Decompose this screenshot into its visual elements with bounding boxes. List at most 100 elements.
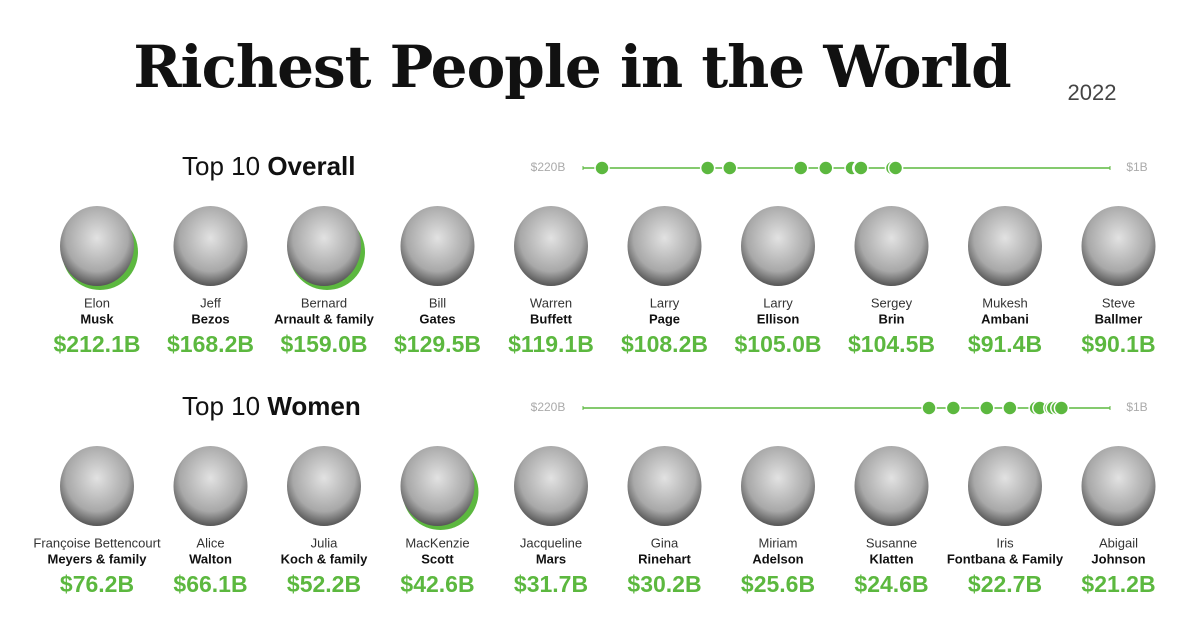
net-worth: $52.2B [287, 571, 361, 597]
photo [514, 446, 588, 526]
worth-dot [887, 160, 904, 176]
photo [1081, 446, 1156, 526]
photo [741, 206, 815, 286]
first-name: Larry [763, 295, 793, 310]
photo [173, 206, 248, 286]
last-name: Brin [879, 311, 905, 326]
photo [173, 446, 248, 526]
first-name: Abigail [1099, 535, 1138, 550]
tick-label: $1B [1126, 160, 1147, 174]
last-name: Buffett [530, 311, 573, 326]
net-worth: $42.6B [400, 571, 474, 597]
net-worth: $212.1B [54, 331, 141, 357]
first-name: Jeff [200, 295, 221, 310]
net-worth: $21.2B [1081, 571, 1155, 597]
last-name: Koch & family [281, 551, 368, 566]
last-name: Klatten [869, 551, 913, 566]
last-name: Page [649, 311, 680, 326]
net-worth: $119.1B [508, 331, 594, 357]
worth-dot [793, 160, 809, 176]
net-worth: $159.0B [281, 331, 368, 357]
worth-dot [1002, 400, 1018, 416]
photo [400, 446, 475, 526]
net-worth: $168.2B [167, 331, 254, 357]
last-name: Johnson [1091, 551, 1145, 566]
photo [287, 446, 361, 526]
first-name: Iris [996, 535, 1014, 550]
net-worth: $66.1B [173, 571, 247, 597]
worth-dot [594, 160, 610, 176]
photo [400, 206, 475, 286]
last-name: Rinehart [638, 551, 691, 566]
heading-light: Top 10 [182, 151, 260, 181]
net-worth: $30.2B [627, 571, 701, 597]
net-worth: $91.4B [968, 331, 1042, 357]
last-name: Ballmer [1095, 311, 1143, 326]
net-worth: $76.2B [60, 571, 134, 597]
first-name: Warren [530, 295, 572, 310]
photo [514, 206, 588, 286]
section-heading: Top 10 Overall [182, 151, 355, 181]
first-name: Alice [196, 535, 224, 550]
first-name: Françoise Bettencourt [33, 535, 161, 550]
photo [627, 206, 702, 286]
last-name: Fontbana & Family [947, 551, 1064, 566]
photo [968, 446, 1042, 526]
photo [854, 206, 929, 286]
photo [854, 446, 929, 526]
worth-dot [1053, 400, 1070, 416]
photo [60, 446, 134, 526]
last-name: Ellison [757, 311, 800, 326]
photo [627, 446, 702, 526]
first-name: Julia [311, 535, 339, 550]
worth-dot [818, 160, 834, 176]
year: 2022 [1068, 80, 1117, 105]
tick-label: $220B [531, 400, 566, 414]
first-name: Bill [429, 295, 446, 310]
net-worth: $104.5B [848, 331, 935, 357]
tick-label: $220B [531, 160, 566, 174]
photo [60, 206, 134, 286]
photo [741, 446, 815, 526]
first-name: MacKenzie [405, 535, 469, 550]
net-worth: $129.5B [394, 331, 481, 357]
first-name: Jacqueline [520, 535, 582, 550]
last-name: Mars [536, 551, 566, 566]
last-name: Gates [419, 311, 455, 326]
net-worth: $31.7B [514, 571, 588, 597]
last-name: Bezos [191, 311, 229, 326]
first-name: Bernard [301, 295, 347, 310]
last-name: Walton [189, 551, 232, 566]
first-name: Sergey [871, 295, 913, 310]
worth-dot [921, 400, 937, 416]
title: Richest People in the World [133, 33, 1011, 101]
worth-dot [853, 160, 869, 176]
net-worth: $90.1B [1081, 331, 1155, 357]
last-name: Arnault & family [274, 311, 374, 326]
heading-light: Top 10 [182, 391, 260, 421]
worth-dot [945, 400, 962, 416]
heading-bold: Women [267, 391, 360, 421]
first-name: Gina [651, 535, 679, 550]
first-name: Susanne [866, 535, 917, 550]
last-name: Adelson [752, 551, 803, 566]
last-name: Musk [80, 311, 114, 326]
photo [968, 206, 1042, 286]
photo [1081, 206, 1156, 286]
worth-dot [722, 160, 738, 176]
first-name: Larry [650, 295, 680, 310]
last-name: Meyers & family [48, 551, 148, 566]
net-worth: $105.0B [735, 331, 822, 357]
worth-dot [699, 160, 716, 176]
net-worth: $22.7B [968, 571, 1042, 597]
last-name: Ambani [981, 311, 1029, 326]
heading-bold: Overall [267, 151, 355, 181]
net-worth: $108.2B [621, 331, 708, 357]
net-worth: $24.6B [854, 571, 928, 597]
photo [287, 206, 361, 286]
net-worth: $25.6B [741, 571, 815, 597]
worth-dot [979, 400, 995, 416]
last-name: Scott [421, 551, 454, 566]
tick-label: $1B [1126, 400, 1147, 414]
first-name: Mukesh [982, 295, 1028, 310]
